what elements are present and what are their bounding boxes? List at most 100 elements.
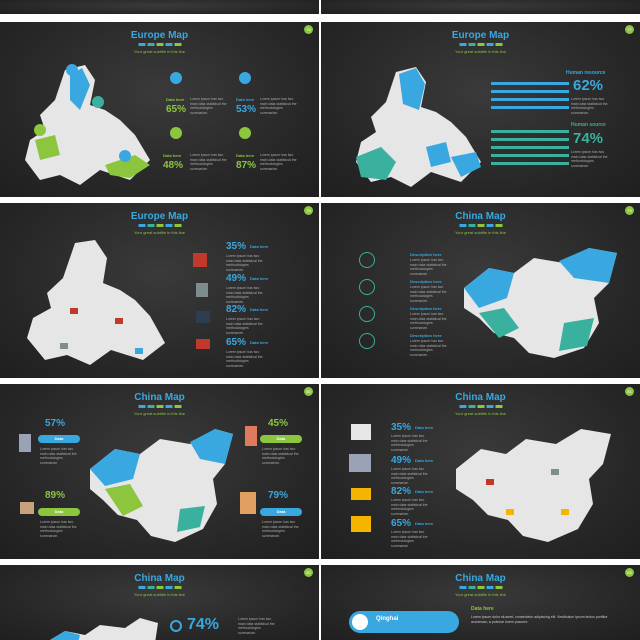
data-percent: 53% (236, 104, 257, 115)
data-label: Data here (471, 606, 494, 612)
slide-china-map-1: 79 China Map Your great subtitle in this… (321, 203, 640, 378)
slide-number: 82 (304, 568, 313, 577)
coal-cart-icon (196, 339, 210, 349)
slide-europe-map-3: 78 Europe Map Your great subtitle in thi… (0, 203, 319, 378)
slide-subtitle: Your great subtitle in this line (455, 230, 506, 235)
data-label: Data here (415, 489, 434, 494)
body-text: Lorem ipsum has two main data statistica… (410, 339, 447, 357)
building-icon (20, 502, 34, 514)
china-map (50, 618, 158, 640)
trophy-icon (359, 279, 375, 295)
description-label: Description here (410, 252, 442, 257)
data-percent: 82% (391, 486, 412, 497)
body-text: Lorem ipsum has two main data statistica… (391, 498, 428, 516)
title-color-bars (138, 405, 181, 408)
globe-icon (359, 252, 375, 268)
body-text: Lorem ipsum has two main data statistica… (260, 97, 297, 115)
china-map (464, 248, 617, 358)
slide-partial-top-right (321, 0, 640, 14)
slide-number: 80 (304, 387, 313, 396)
title-color-bars (138, 224, 181, 227)
factory-icon (351, 424, 371, 440)
oil-pump-icon (196, 311, 210, 323)
body-text: Lorem ipsum has two main data statistica… (410, 285, 447, 303)
slide-number: 77 (625, 25, 634, 34)
data-percent: 49% (391, 455, 412, 466)
body-text: Lorem ipsum has two main data statistica… (571, 97, 608, 115)
slide-title: Europe Map (130, 211, 189, 222)
slide-china-map-2: 80 China Map Your great subtitle in this… (0, 384, 319, 559)
slide-europe-map-1: 76 Europe Map Your great subtitle in thi… (0, 22, 319, 197)
data-label: Data here (163, 153, 182, 158)
body-text: Lorem ipsum has two main data statistica… (226, 317, 263, 335)
slide-title: Europe Map (451, 30, 510, 41)
data-percent: 35% (391, 422, 412, 433)
data-label: Data here (166, 97, 185, 102)
building-icon (240, 492, 256, 514)
title-color-bars (459, 405, 502, 408)
body-text: Lorem ipsum dolor sit amet, consectetur … (471, 615, 608, 624)
body-text: Lorem ipsum has two main data statistica… (391, 434, 428, 452)
stat-percent: 74% (573, 130, 604, 147)
slide-subtitle: Your great subtitle in this line (134, 49, 185, 54)
body-text: Lorem ipsum has two main data statistica… (262, 520, 299, 538)
pin-icon (239, 127, 251, 139)
slide-partial-top-left (0, 0, 319, 14)
hierarchy-icon (359, 306, 375, 322)
body-text: Lorem ipsum has two main data statistica… (410, 258, 447, 276)
data-percent: 74% (187, 616, 220, 633)
slide-number: 83 (625, 568, 634, 577)
slide-number: 76 (304, 25, 313, 34)
description-label: Description here (410, 279, 442, 284)
slide-china-map-4: 82 China Map Your great subtitle in this… (0, 565, 319, 640)
data-label: Data here (415, 458, 434, 463)
stat-heading: Human source (571, 122, 606, 128)
body-text: Lorem ipsum has two main data statistica… (190, 97, 227, 115)
china-map (90, 429, 233, 542)
slide-subtitle: Your great subtitle in this line (134, 411, 185, 416)
body-text: Lorem ipsum has two main data statistica… (40, 520, 77, 538)
slide-subtitle: Your great subtitle in this line (455, 411, 506, 416)
body-text: Lorem ipsum has two main data statistica… (391, 467, 428, 485)
data-percent: 65% (226, 337, 247, 348)
title-color-bars (459, 224, 502, 227)
region-label: Qinghai (376, 616, 399, 622)
slide-title: China Map (134, 573, 185, 584)
qinghai-pill (349, 611, 459, 633)
data-label: Data here (415, 425, 434, 430)
factory-icon (349, 454, 371, 472)
pin-icon (170, 127, 182, 139)
data-percent: 89% (45, 490, 66, 501)
europe-map (356, 67, 481, 187)
data-percent: 35% (226, 241, 247, 252)
data-pill: Data (260, 435, 302, 443)
data-percent: 82% (226, 304, 247, 315)
slide-subtitle: Your great subtitle in this line (455, 49, 506, 54)
factory-icon (193, 253, 207, 267)
number-circle (352, 614, 368, 630)
slide-europe-map-2: 77 Europe Map Your great subtitle in thi… (321, 22, 640, 197)
title-color-bars (459, 43, 502, 46)
cup-icon (359, 333, 375, 349)
slide-number: 78 (304, 206, 313, 215)
data-pill: Data (38, 435, 80, 443)
slide-subtitle: Your great subtitle in this line (455, 592, 506, 597)
slide-china-map-3: 81 China Map Your great subtitle in this… (321, 384, 640, 559)
description-label: Description here (410, 333, 442, 338)
body-text: Lorem ipsum has two main data statistica… (238, 617, 275, 635)
data-label: Data here (415, 521, 434, 526)
power-plant-icon (196, 283, 208, 297)
data-label: Data here (250, 276, 269, 281)
data-percent: 79% (268, 490, 289, 501)
body-text: Lorem ipsum has two main data statistica… (260, 153, 297, 171)
slide-title: China Map (455, 573, 506, 584)
slide-china-map-5: 83 China Map Your great subtitle in this… (321, 565, 640, 640)
slide-title: Europe Map (130, 30, 189, 41)
slide-title: China Map (134, 392, 185, 403)
title-color-bars (138, 43, 181, 46)
data-percent: 65% (166, 104, 187, 115)
body-text: Lorem ipsum has two main data statistica… (190, 153, 227, 171)
data-label: Data here (250, 244, 269, 249)
body-text: Lorem ipsum has two main data statistica… (226, 286, 263, 304)
body-text: Lorem ipsum has two main data statistica… (226, 254, 263, 272)
